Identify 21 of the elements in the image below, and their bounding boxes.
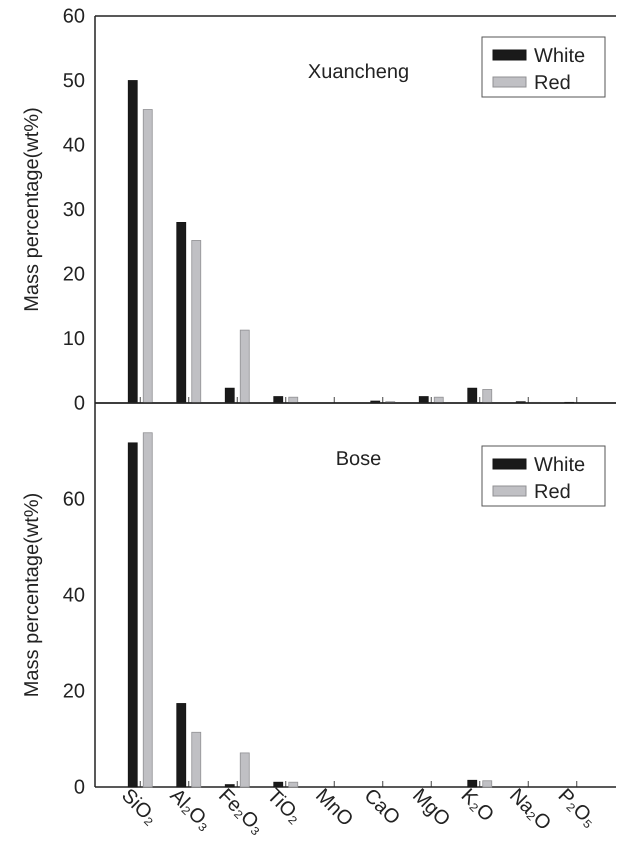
legend-label: Red <box>534 72 571 94</box>
y-tick-label: 60 <box>62 488 85 510</box>
y-tick-label: 0 <box>74 776 85 798</box>
legend-label: White <box>534 454 586 476</box>
y-tick-label: 10 <box>62 328 85 350</box>
legend-label: Red <box>534 481 571 503</box>
y-tick-label: 40 <box>62 134 85 156</box>
text: Xuancheng <box>308 61 410 83</box>
y-tick-label: 0 <box>74 392 85 414</box>
y-tick-label: 50 <box>62 70 85 92</box>
y-tick-label: 20 <box>62 263 85 286</box>
y-tick-label: 30 <box>62 198 85 221</box>
y-tick-label: 20 <box>62 680 85 702</box>
x-tick-label: K₂O <box>456 784 498 826</box>
x-tick-label: CaO <box>360 784 404 830</box>
y-tick-label: 40 <box>62 584 85 606</box>
y-axis-title: Mass percentage(wt%) <box>21 492 43 698</box>
y-axis-title: Mass percentage(wt%) <box>21 107 43 312</box>
y-tick-label: 60 <box>62 5 85 28</box>
text: Bose <box>336 448 382 470</box>
legend-label: White <box>534 45 586 67</box>
